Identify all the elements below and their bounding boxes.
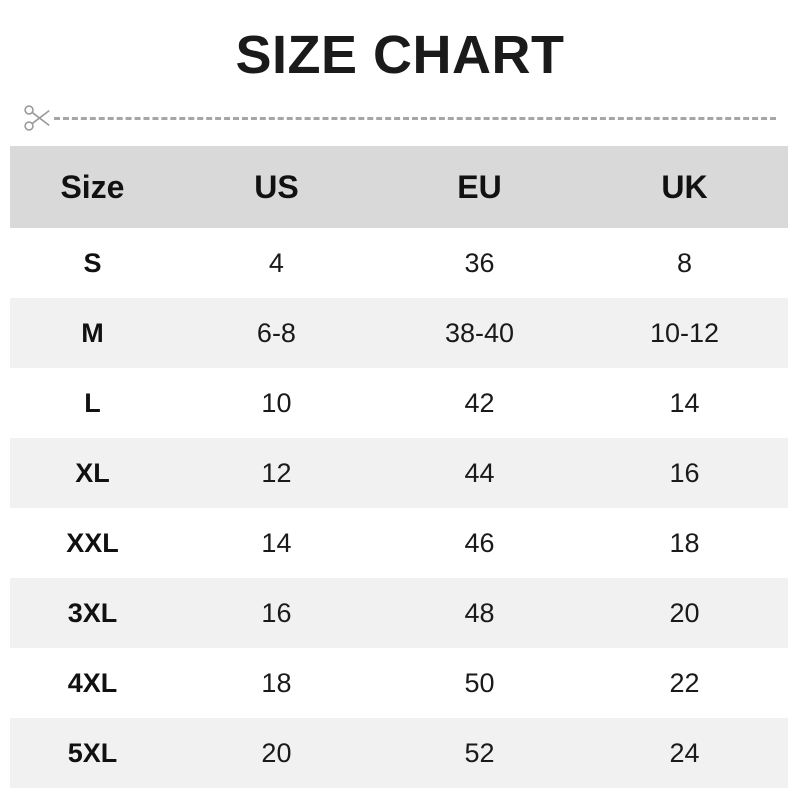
- table-row: L 10 42 14: [10, 368, 788, 438]
- cell-eu: 50: [377, 648, 582, 718]
- table-row: M 6-8 38-40 10-12: [10, 298, 788, 368]
- page-title: SIZE CHART: [235, 25, 565, 85]
- cell-us: 14: [174, 508, 378, 578]
- cell-uk: 22: [581, 648, 788, 718]
- table-row: S 4 36 8: [10, 228, 788, 298]
- cell-eu: 44: [377, 438, 582, 508]
- column-header-eu: EU: [377, 146, 582, 228]
- cell-eu: 52: [377, 718, 582, 788]
- cell-size: 4XL: [10, 648, 175, 718]
- cell-uk: 10-12: [581, 298, 788, 368]
- cell-uk: 8: [581, 228, 788, 298]
- cell-uk: 14: [581, 368, 788, 438]
- cell-size: 3XL: [10, 578, 175, 648]
- cell-us: 16: [174, 578, 378, 648]
- table-body: S 4 36 8 M 6-8 38-40 10-12 L 10 42 14: [10, 228, 788, 788]
- cell-size: M: [10, 298, 175, 368]
- table-row: XXL 14 46 18: [10, 508, 788, 578]
- cell-eu: 36: [377, 228, 582, 298]
- cell-us: 4: [174, 228, 378, 298]
- table-row: XL 12 44 16: [10, 438, 788, 508]
- cell-uk: 24: [581, 718, 788, 788]
- cell-us: 6-8: [174, 298, 378, 368]
- column-header-size: Size: [10, 146, 175, 228]
- cell-uk: 18: [581, 508, 788, 578]
- cut-here-line: [0, 96, 800, 140]
- table-row: 3XL 16 48 20: [10, 578, 788, 648]
- cell-us: 12: [174, 438, 378, 508]
- size-table: Size US EU UK S 4 36 8 M 6-8 38-40 10-12: [10, 146, 788, 788]
- dashed-cut-line: [54, 117, 776, 120]
- size-table-container: Size US EU UK S 4 36 8 M 6-8 38-40 10-12: [10, 146, 788, 788]
- cell-eu: 38-40: [377, 298, 582, 368]
- cell-eu: 46: [377, 508, 582, 578]
- table-row: 4XL 18 50 22: [10, 648, 788, 718]
- cell-eu: 48: [377, 578, 582, 648]
- table-header-row: Size US EU UK: [10, 146, 788, 228]
- cell-size: 5XL: [10, 718, 175, 788]
- cell-eu: 42: [377, 368, 582, 438]
- cell-uk: 16: [581, 438, 788, 508]
- cell-size: XXL: [10, 508, 175, 578]
- cell-us: 18: [174, 648, 378, 718]
- cell-size: S: [10, 228, 175, 298]
- cell-us: 20: [174, 718, 378, 788]
- cell-size: L: [10, 368, 175, 438]
- cell-uk: 20: [581, 578, 788, 648]
- column-header-uk: UK: [581, 146, 788, 228]
- table-header: Size US EU UK: [10, 146, 788, 228]
- cell-size: XL: [10, 438, 175, 508]
- scissors-icon: [22, 103, 52, 133]
- column-header-us: US: [174, 146, 378, 228]
- cell-us: 10: [174, 368, 378, 438]
- table-row: 5XL 20 52 24: [10, 718, 788, 788]
